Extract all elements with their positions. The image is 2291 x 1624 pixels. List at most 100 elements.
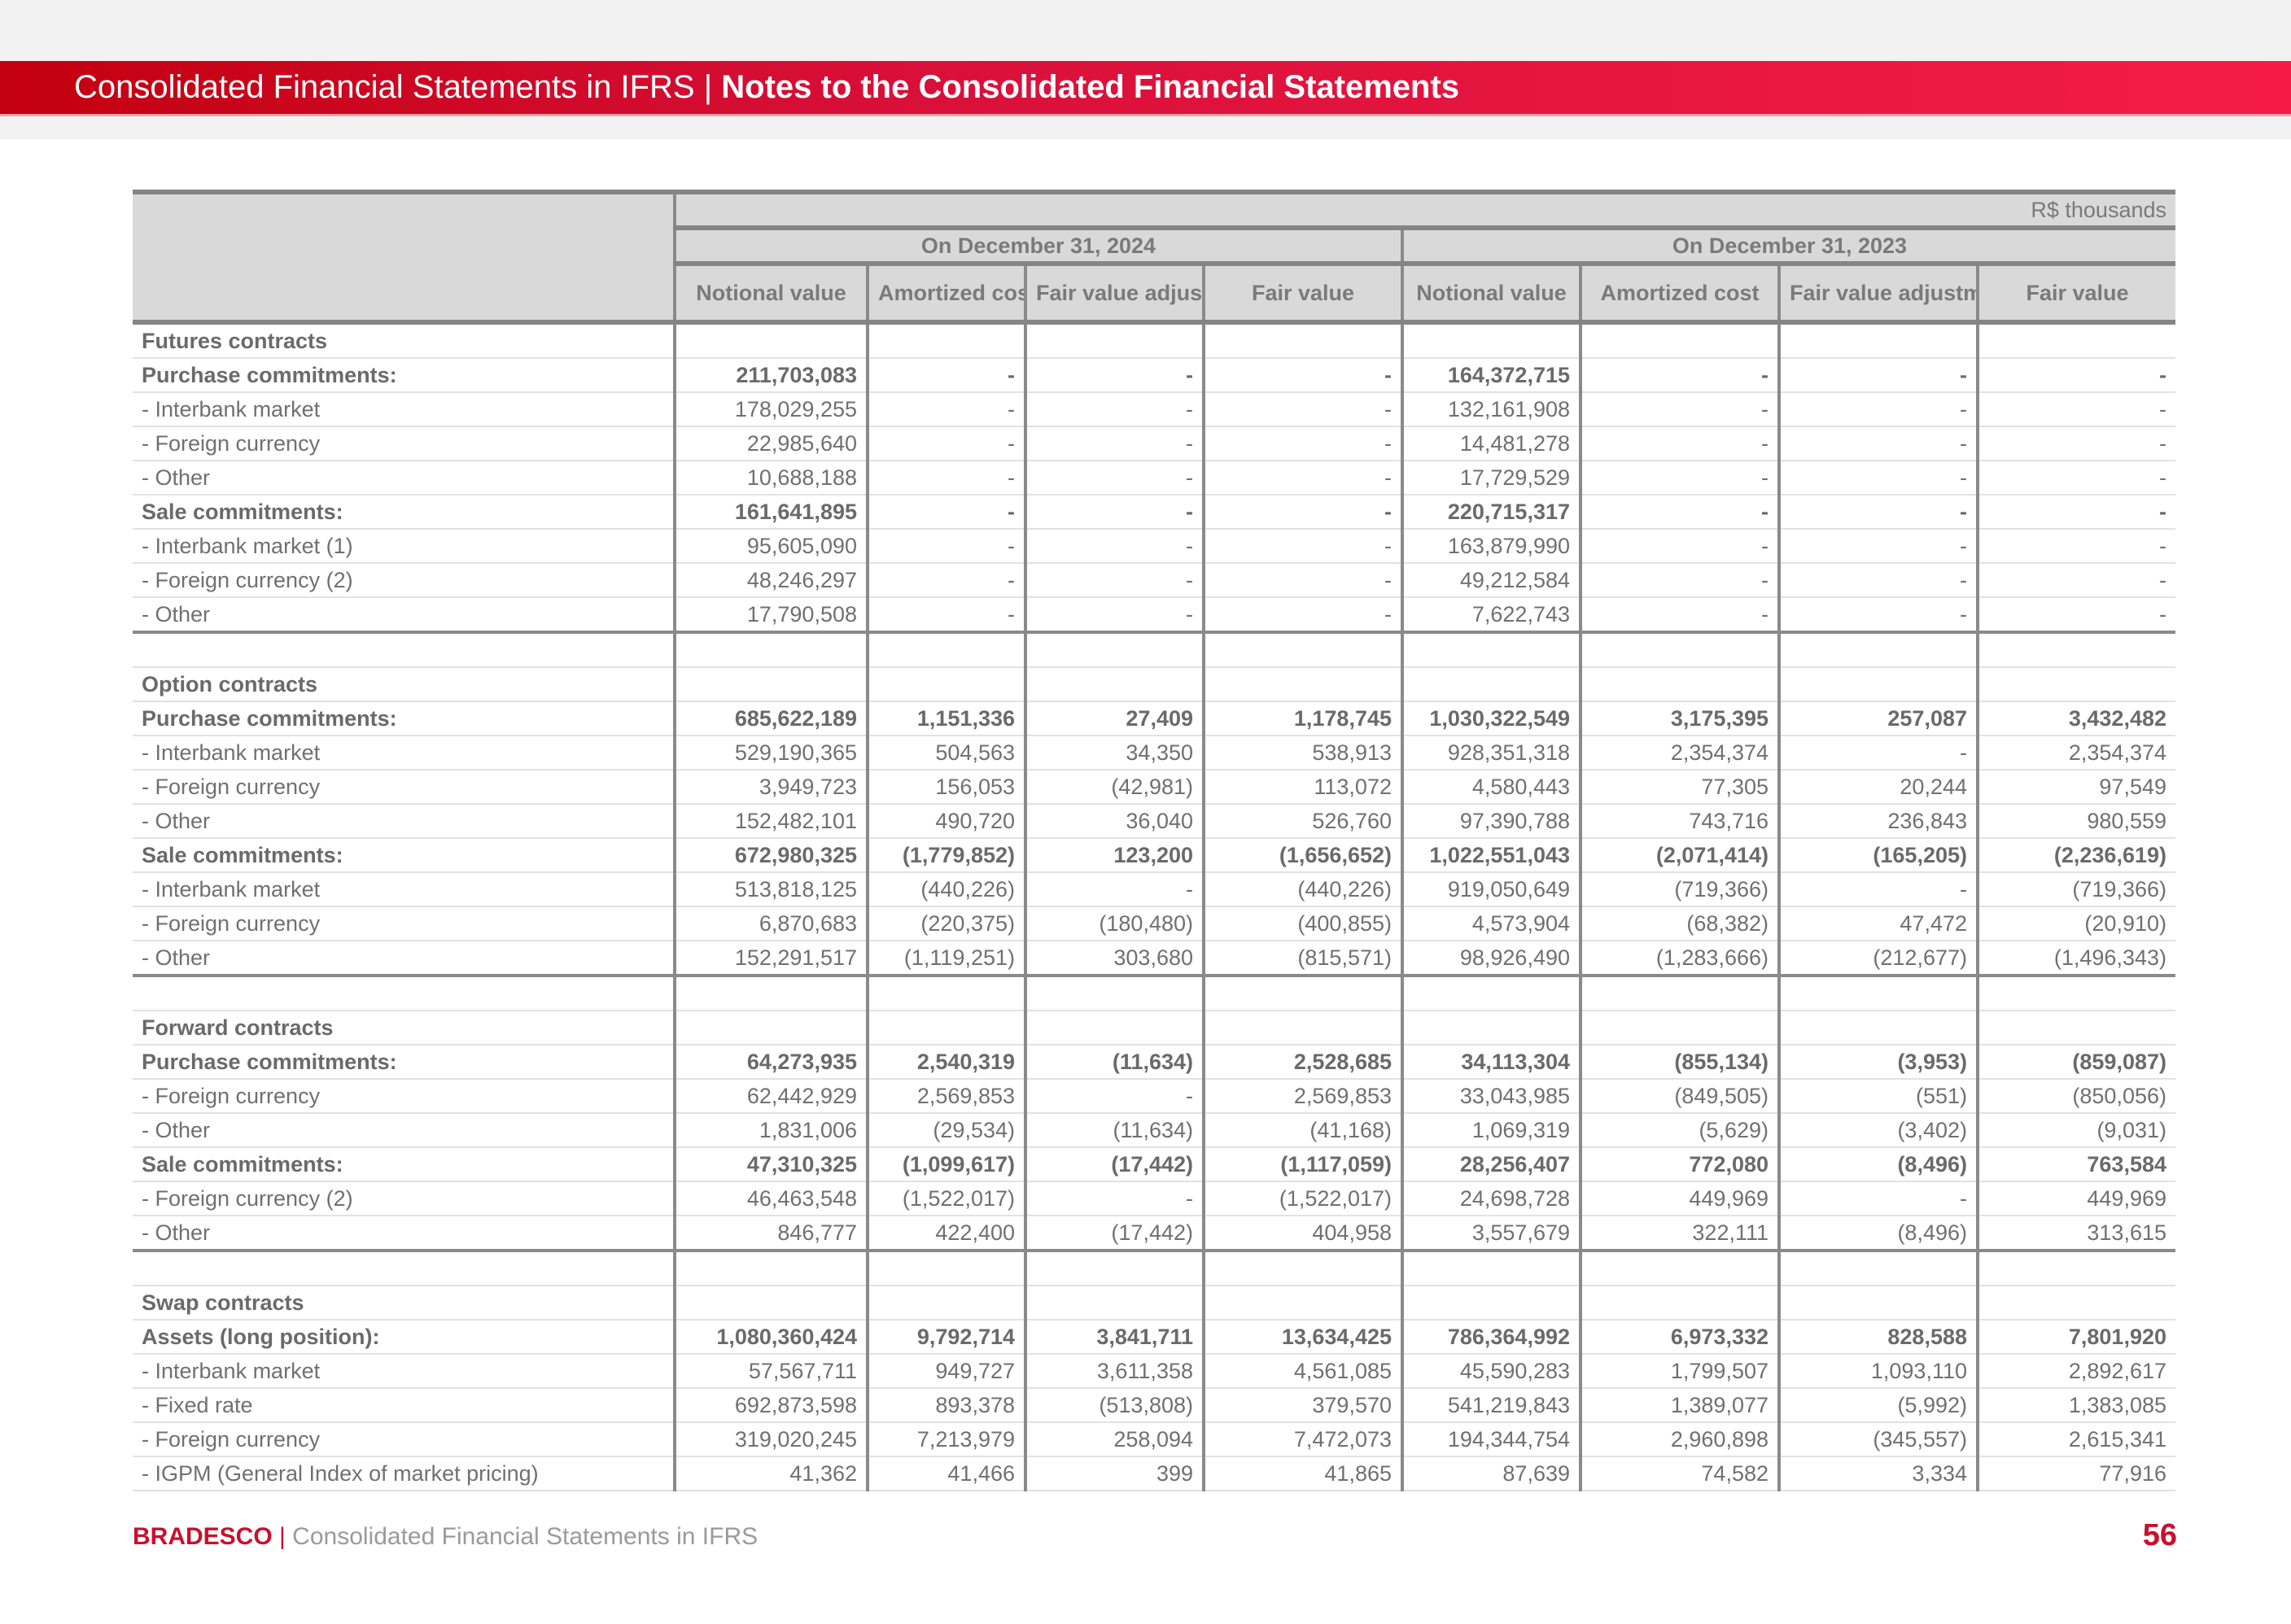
cell-value: - — [1579, 392, 1779, 427]
cell-value: (849,505) — [1579, 1079, 1779, 1114]
cell-value: (2,236,619) — [1976, 838, 2175, 873]
cell-value: 20,244 — [1777, 770, 1978, 805]
cell-value: (1,283,666) — [1579, 941, 1779, 977]
page-header-title: Consolidated Financial Statements in IFR… — [74, 69, 1459, 106]
cell-value: 132,161,908 — [1401, 392, 1581, 427]
cell-value: 949,727 — [866, 1354, 1025, 1389]
cell-value: 77,916 — [1976, 1456, 2175, 1491]
table-row: Purchase commitments: 211,703,083- - -164,3… — [133, 358, 2175, 393]
cell-value: - — [866, 426, 1025, 461]
cell-value: (2,071,414) — [1579, 838, 1779, 873]
table-row: - Other 152,482,101 490,720 36,040 526,760 97… — [133, 804, 2175, 839]
cell-value: 538,913 — [1202, 736, 1402, 771]
cell-value — [866, 322, 1025, 359]
cell-value — [866, 1286, 1025, 1321]
cell-value: 258,094 — [1024, 1422, 1204, 1457]
cell-value: (855,134) — [1579, 1045, 1779, 1080]
cell-value: - — [866, 529, 1025, 564]
row-label: - Interbank market — [133, 392, 675, 427]
cell-value: 123,200 — [1024, 838, 1204, 873]
period-2023: On December 31, 2023 — [1401, 228, 2175, 266]
cell-value: 152,482,101 — [673, 804, 868, 839]
cell-value — [1024, 1286, 1204, 1321]
table-row: - Foreign currency 22,985,640- - -14,481,27… — [133, 426, 2175, 461]
cell-value: (3,953) — [1777, 1045, 1978, 1080]
cell-value — [1976, 1011, 2175, 1046]
cell-value: 220,715,317 — [1401, 495, 1581, 530]
cell-value — [1401, 667, 1581, 702]
cell-value — [1401, 632, 1581, 668]
cell-value — [866, 976, 1025, 1011]
row-label: Swap contracts — [133, 1286, 675, 1321]
cell-value: 1,178,745 — [1202, 701, 1402, 736]
cell-value: 1,389,077 — [1579, 1388, 1779, 1423]
cell-value — [1777, 1286, 1978, 1321]
table-row: Forward contracts — [133, 1011, 2175, 1046]
cell-value: 1,093,110 — [1777, 1354, 1978, 1389]
cell-value — [1777, 1251, 1978, 1286]
row-label — [133, 1251, 675, 1286]
cell-value — [1777, 1011, 1978, 1046]
cell-value: 3,557,679 — [1401, 1216, 1581, 1252]
table-row: - Foreign currency (2) 48,246,297- - -49,21… — [133, 563, 2175, 598]
cell-value: - — [1777, 736, 1978, 771]
table-row: - Foreign currency (2) 46,463,548 (1,522,0… — [133, 1181, 2175, 1216]
cell-value — [1579, 322, 1779, 359]
cell-value: 529,190,365 — [673, 736, 868, 771]
cell-value: (1,117,059) — [1202, 1147, 1402, 1182]
cell-value — [1976, 1286, 2175, 1321]
row-label: - Foreign currency — [133, 770, 675, 805]
cell-value — [673, 667, 868, 702]
cell-value: 10,688,188 — [673, 461, 868, 495]
cell-value — [1024, 632, 1204, 668]
row-label: Assets (long position): — [133, 1320, 675, 1355]
cell-value: (815,571) — [1202, 941, 1402, 977]
table-row: Purchase commitments: 685,622,189 1,151,33… — [133, 701, 2175, 736]
cell-value: - — [1976, 358, 2175, 393]
cell-value: 17,729,529 — [1401, 461, 1581, 495]
row-label: - Interbank market — [133, 736, 675, 771]
cell-value: 13,634,425 — [1202, 1320, 1402, 1355]
cell-value: (212,677) — [1777, 941, 1978, 977]
cell-value: - — [1024, 563, 1204, 598]
cell-value: 6,870,683 — [673, 906, 868, 941]
cell-value — [1777, 667, 1978, 702]
cell-value: (42,981) — [1024, 770, 1204, 805]
cell-value — [866, 632, 1025, 668]
cell-value: 786,364,992 — [1401, 1320, 1581, 1355]
row-label: - Interbank market (1) — [133, 529, 675, 564]
cell-value: 2,540,319 — [866, 1045, 1025, 1080]
cell-value: 1,799,507 — [1579, 1354, 1779, 1389]
cell-value: 164,372,715 — [1401, 358, 1581, 393]
column-header: Fair value — [1976, 264, 2175, 325]
cell-value: (11,634) — [1024, 1113, 1204, 1148]
table-row: - Foreign currency 319,020,245 7,213,979 25… — [133, 1422, 2175, 1457]
row-label: - Foreign currency — [133, 426, 675, 461]
table-row: - Interbank market 529,190,365 504,563 34,3… — [133, 736, 2175, 771]
cell-value — [673, 1251, 868, 1286]
cell-value: 422,400 — [866, 1216, 1025, 1252]
cell-value: - — [1976, 426, 2175, 461]
footer: BRADESCO | Consolidated Financial Statem… — [133, 1523, 758, 1551]
cell-value: - — [1202, 392, 1402, 427]
cell-value — [1401, 1251, 1581, 1286]
cell-value: - — [1976, 563, 2175, 598]
cell-value — [866, 1011, 1025, 1046]
cell-value: 236,843 — [1777, 804, 1978, 839]
cell-value: 3,949,723 — [673, 770, 868, 805]
cell-value: 3,611,358 — [1024, 1354, 1204, 1389]
cell-value — [1202, 976, 1402, 1011]
cell-value: - — [1202, 597, 1402, 634]
cell-value — [673, 632, 868, 668]
cell-value: 2,354,374 — [1976, 736, 2175, 771]
cell-value: - — [1579, 563, 1779, 598]
cell-value: - — [1579, 597, 1779, 634]
cell-value — [1202, 632, 1402, 668]
row-label: Option contracts — [133, 667, 675, 702]
cell-value: (345,557) — [1777, 1422, 1978, 1457]
cell-value: - — [1976, 495, 2175, 530]
row-label: - Other — [133, 804, 675, 839]
cell-value: 87,639 — [1401, 1456, 1581, 1491]
cell-value: (513,808) — [1024, 1388, 1204, 1423]
cell-value: - — [1024, 1079, 1204, 1114]
